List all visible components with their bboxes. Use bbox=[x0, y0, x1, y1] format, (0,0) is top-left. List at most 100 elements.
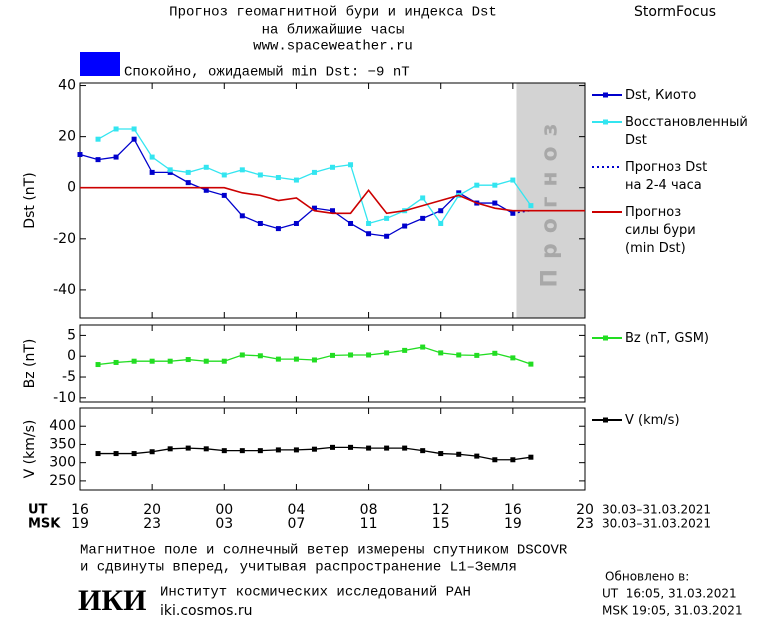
legend-marker bbox=[603, 417, 608, 423]
data-point bbox=[203, 187, 209, 193]
data-point bbox=[221, 192, 227, 198]
data-point bbox=[113, 451, 119, 457]
x-tick-label: 04 bbox=[288, 502, 306, 518]
data-point bbox=[149, 449, 155, 455]
x-tick-label: 03 bbox=[215, 516, 233, 532]
data-point bbox=[384, 445, 390, 451]
data-point bbox=[366, 231, 372, 237]
data-point bbox=[149, 358, 155, 364]
data-point bbox=[131, 126, 137, 132]
data-point bbox=[492, 182, 498, 188]
y-tick-label: -20 bbox=[53, 231, 76, 247]
data-point bbox=[257, 220, 263, 226]
y-tick-label: 400 bbox=[49, 418, 76, 434]
data-point bbox=[311, 169, 317, 175]
x-tick-label: 23 bbox=[576, 516, 594, 532]
data-point bbox=[275, 447, 281, 453]
data-point bbox=[293, 447, 299, 453]
updated-label: Обновлено в: bbox=[605, 570, 689, 584]
data-point bbox=[221, 172, 227, 178]
data-point bbox=[366, 220, 372, 226]
url: www.spaceweather.ru bbox=[253, 39, 413, 55]
updated-ut: UT 16:05, 31.03.2021 bbox=[602, 587, 737, 601]
data-point bbox=[167, 446, 173, 452]
data-point bbox=[167, 169, 173, 175]
data-point bbox=[113, 359, 119, 365]
data-point bbox=[492, 457, 498, 463]
data-point bbox=[420, 195, 426, 201]
data-point bbox=[185, 169, 191, 175]
status-text: Спокойно, ожидаемый min Dst: −9 nT bbox=[124, 64, 410, 81]
data-point bbox=[420, 215, 426, 221]
data-point bbox=[95, 136, 101, 142]
data-point bbox=[149, 154, 155, 160]
updated-msk: MSK 19:05, 31.03.2021 bbox=[602, 604, 743, 618]
data-point bbox=[95, 362, 101, 368]
legend-label: Прогноз силы бури (min Dst) bbox=[625, 205, 696, 256]
data-point bbox=[348, 444, 354, 450]
data-point bbox=[221, 358, 227, 364]
data-point bbox=[311, 446, 317, 452]
y-tick-label: 300 bbox=[49, 455, 76, 471]
series-line bbox=[80, 186, 585, 215]
data-point bbox=[474, 352, 480, 358]
status-indicator bbox=[80, 52, 120, 76]
data-point bbox=[185, 180, 191, 186]
y-tick-label: 0 bbox=[67, 348, 76, 364]
title: Прогноз геомагнитной бури и индекса Dst bbox=[169, 4, 497, 21]
data-point bbox=[239, 167, 245, 173]
plot-frame bbox=[79, 82, 586, 319]
brand: StormFocus bbox=[634, 4, 716, 20]
x-axis-dates: 30.03–31.03.2021 bbox=[602, 503, 711, 517]
legend-marker bbox=[603, 335, 608, 341]
data-point bbox=[185, 357, 191, 363]
x-tick-label: 20 bbox=[143, 502, 161, 518]
x-tick-label: 12 bbox=[432, 502, 450, 518]
data-point bbox=[167, 167, 173, 173]
data-point bbox=[275, 175, 281, 181]
x-tick-label: 16 bbox=[71, 502, 89, 518]
data-point bbox=[293, 220, 299, 226]
data-point bbox=[167, 358, 173, 364]
data-point bbox=[348, 352, 354, 358]
data-point bbox=[348, 162, 354, 168]
data-point bbox=[257, 172, 263, 178]
x-axis-dates: 30.03–31.03.2021 bbox=[602, 517, 711, 531]
data-point bbox=[77, 152, 83, 158]
legend-marker bbox=[603, 119, 608, 125]
data-point bbox=[438, 350, 444, 356]
series-line bbox=[512, 210, 585, 214]
y-tick-label: -40 bbox=[53, 282, 76, 298]
subtitle: на ближайшие часы bbox=[262, 22, 405, 39]
data-point bbox=[203, 358, 209, 364]
data-point bbox=[510, 457, 516, 463]
data-point bbox=[456, 451, 462, 457]
x-axis-label: MSK bbox=[28, 517, 61, 532]
data-point bbox=[402, 223, 408, 229]
data-point bbox=[456, 352, 462, 358]
x-tick-label: 15 bbox=[432, 516, 450, 532]
footer-note: и сдвинуты вперед, учитывая распростране… bbox=[80, 560, 517, 576]
x-tick-label: 08 bbox=[360, 502, 378, 518]
data-point bbox=[239, 213, 245, 219]
data-point bbox=[474, 453, 480, 459]
data-point bbox=[239, 352, 245, 358]
y-tick-label: 250 bbox=[49, 473, 76, 489]
data-point bbox=[275, 226, 281, 232]
data-point bbox=[348, 220, 354, 226]
legend-label: Dst, Киото bbox=[625, 88, 696, 103]
y-tick-label: 5 bbox=[67, 327, 76, 343]
x-tick-label: 16 bbox=[504, 502, 522, 518]
y-tick-label: 40 bbox=[58, 78, 76, 94]
data-point bbox=[113, 126, 119, 132]
y-tick-label: -10 bbox=[53, 390, 76, 406]
y-tick-label: 0 bbox=[67, 180, 76, 196]
plot-frame bbox=[79, 407, 586, 491]
data-point bbox=[185, 445, 191, 451]
data-point bbox=[257, 448, 263, 454]
data-point bbox=[95, 451, 101, 457]
data-point bbox=[384, 350, 390, 356]
data-point bbox=[528, 203, 534, 209]
footer-note: Магнитное поле и солнечный ветер измерен… bbox=[80, 542, 568, 559]
data-point bbox=[330, 164, 335, 170]
